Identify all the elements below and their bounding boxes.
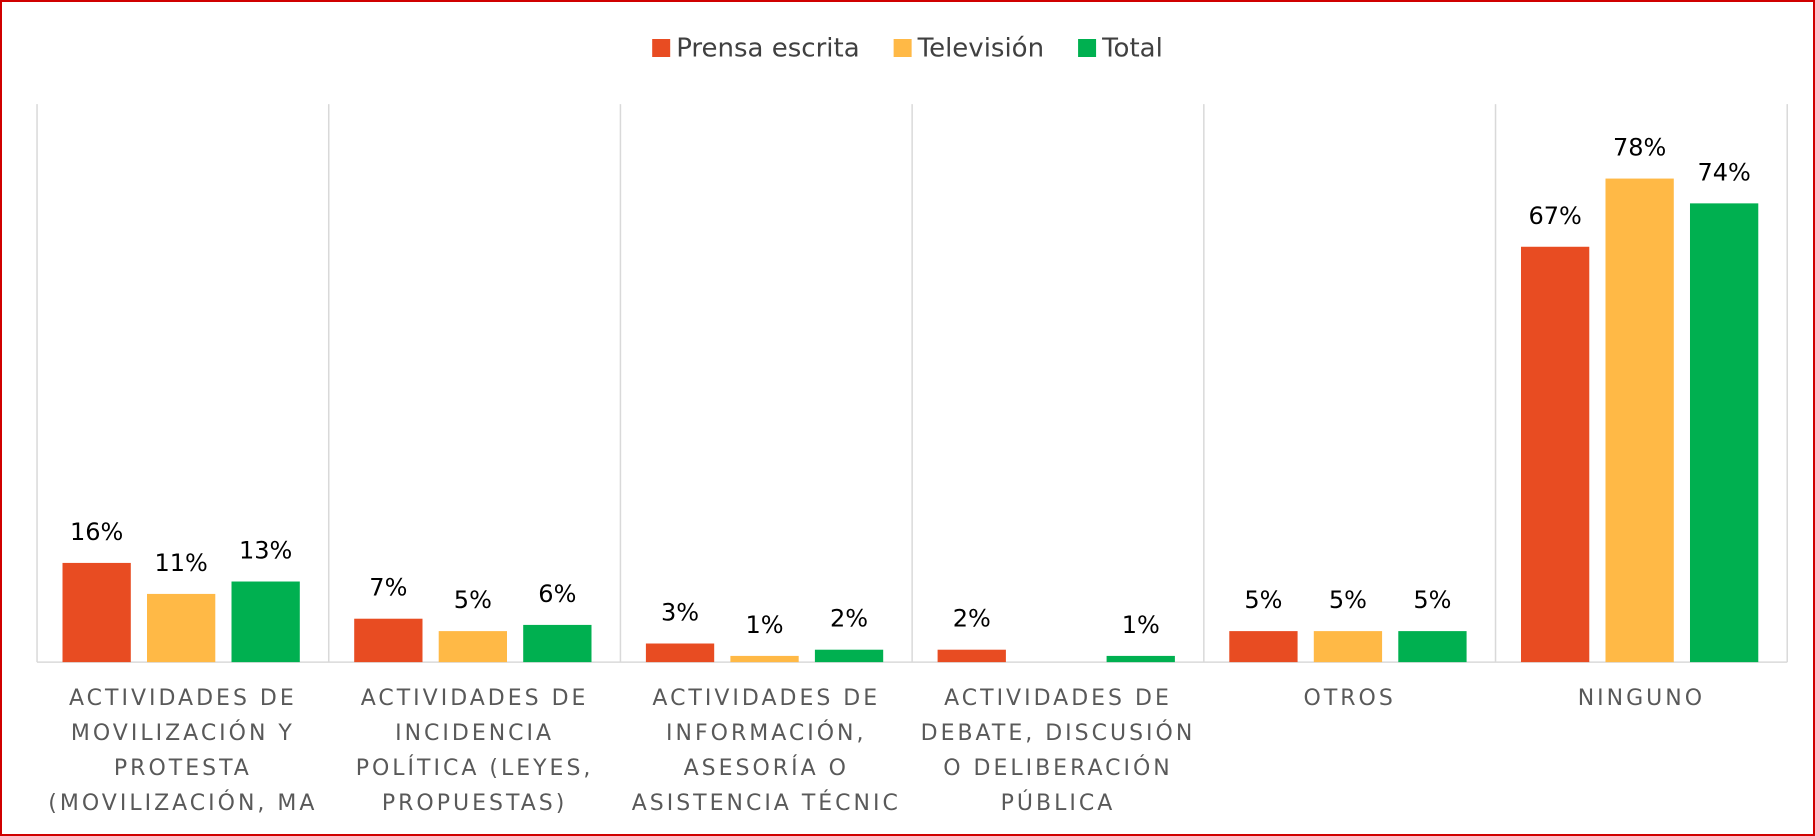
x-tick-label: MOVILIZACIÓN Y <box>71 720 295 746</box>
x-tick-label: (MOVILIZACIÓN, MA <box>48 790 317 816</box>
bar <box>523 624 592 663</box>
value-label: 16% <box>70 518 123 546</box>
x-tick-label: ASESORÍA O <box>684 755 849 781</box>
bar <box>814 649 884 663</box>
value-label: 1% <box>1122 611 1160 639</box>
value-label: 2% <box>830 605 868 633</box>
x-tick-label: ACTIVIDADES DE <box>944 686 1172 711</box>
legend-label: Televisión <box>917 34 1044 64</box>
legend-label: Prensa escrita <box>676 34 859 64</box>
x-tick-label: OTROS <box>1304 686 1396 711</box>
value-label: 6% <box>538 580 576 608</box>
legend-swatch <box>893 39 912 57</box>
value-label: 78% <box>1613 134 1666 162</box>
bar <box>645 643 715 663</box>
value-label: 3% <box>661 599 699 627</box>
value-label: 5% <box>1413 586 1451 614</box>
value-label: 7% <box>369 574 407 602</box>
bar <box>147 593 216 663</box>
x-tick-label: PROPUESTAS) <box>382 791 567 816</box>
value-label: 1% <box>746 611 784 639</box>
value-label: 5% <box>454 586 492 614</box>
legend-swatch <box>1078 39 1097 57</box>
x-tick-label: PROTESTA <box>114 756 252 781</box>
value-label: 2% <box>953 605 991 633</box>
bar <box>438 631 507 663</box>
x-tick-label: ASISTENCIA TÉCNIC <box>632 790 901 816</box>
legend-item: Televisión <box>893 34 1044 64</box>
value-label: 5% <box>1244 586 1282 614</box>
bar <box>231 581 300 663</box>
x-tick-label: O DELIBERACIÓN <box>943 755 1173 781</box>
bar <box>730 655 799 663</box>
legend-item: Total <box>1078 34 1163 64</box>
x-tick-label: INFORMACIÓN, <box>666 720 866 746</box>
bar <box>1106 655 1175 663</box>
x-tick-label: ACTIVIDADES DE <box>652 686 880 711</box>
bar <box>1520 246 1590 663</box>
legend-swatch <box>652 39 671 57</box>
value-label: 5% <box>1329 586 1367 614</box>
bar <box>354 618 423 663</box>
bar <box>1398 631 1467 663</box>
legend-label: Total <box>1101 34 1163 64</box>
x-tick-label: ACTIVIDADES DE <box>361 686 589 711</box>
bar <box>937 649 1006 663</box>
x-tick-label: NINGUNO <box>1578 686 1705 711</box>
x-tick-label: INCIDENCIA <box>395 721 554 746</box>
value-label: 74% <box>1697 158 1750 186</box>
x-tick-label: POLÍTICA (LEYES, <box>356 755 594 781</box>
bar <box>1689 203 1759 663</box>
bar <box>1229 631 1298 663</box>
x-tick-label: PÚBLICA <box>1001 790 1116 816</box>
bar <box>1313 631 1383 663</box>
value-label: 67% <box>1528 202 1581 230</box>
bar <box>1605 178 1674 663</box>
value-label: 11% <box>154 549 207 577</box>
bar <box>62 562 131 663</box>
value-label: 13% <box>239 537 292 565</box>
x-tick-label: ACTIVIDADES DE <box>69 686 297 711</box>
legend-item: Prensa escrita <box>652 34 860 64</box>
x-tick-label: DEBATE, DISCUSIÓN <box>921 720 1196 746</box>
